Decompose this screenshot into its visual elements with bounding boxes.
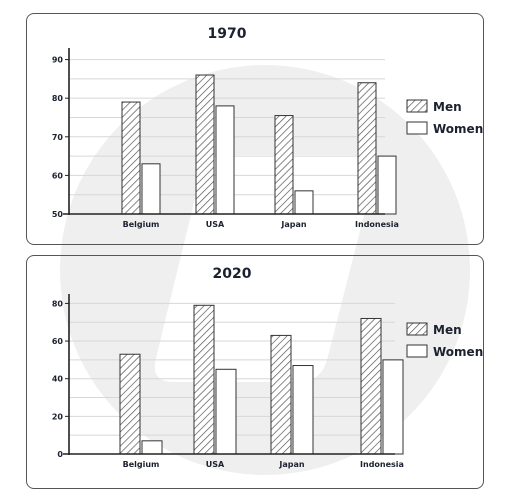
legend: Men Women xyxy=(406,322,483,359)
x-category-label: Belgium xyxy=(123,220,160,229)
y-tick-label: 50 xyxy=(52,210,64,219)
bar-japan-women xyxy=(294,190,314,215)
bar-indonesia-men xyxy=(357,82,377,215)
bar-indonesia-women xyxy=(382,359,404,455)
bar-usa-men xyxy=(195,74,215,215)
bar-belgium-men xyxy=(121,101,141,215)
y-tick-label: 40 xyxy=(52,375,64,384)
legend-label-women: Women xyxy=(433,122,483,136)
bar-indonesia-women xyxy=(377,155,397,215)
bar-usa-men xyxy=(193,304,215,455)
bar-japan-women xyxy=(292,365,314,455)
y-tick-label: 80 xyxy=(52,299,64,308)
x-category-label: Japan xyxy=(278,460,305,469)
legend-label-women: Women xyxy=(433,345,483,359)
legend-swatch-men xyxy=(406,99,428,113)
chart-1970: 1970 50 60 70 80 90 Belgium USA Japan Indonesia… xyxy=(52,26,483,229)
legend-label-men: Men xyxy=(433,323,462,337)
x-category-label: Indonesia xyxy=(360,460,404,469)
legend-label-men: Men xyxy=(433,100,462,114)
chart-title: 2020 xyxy=(213,266,252,282)
bar-indonesia-men xyxy=(360,317,382,455)
bar-belgium-women xyxy=(141,440,163,455)
x-category-label: Indonesia xyxy=(355,220,399,229)
y-tick-label: 20 xyxy=(52,412,64,421)
x-category-label: USA xyxy=(206,460,225,469)
bar-belgium-men xyxy=(119,353,141,455)
legend-swatch-women xyxy=(406,344,428,358)
bar-usa-women xyxy=(215,368,237,455)
bar-belgium-women xyxy=(141,163,161,215)
y-tick-label: 60 xyxy=(52,337,64,346)
y-tick-label: 90 xyxy=(52,56,64,65)
chart-panel-2020: 2020 0 20 40 60 80 Belgium USA Japan Indonesia … xyxy=(26,255,484,489)
y-tick-label: 0 xyxy=(57,450,63,459)
bar-japan-men xyxy=(270,334,292,455)
chart-title: 1970 xyxy=(208,26,247,42)
x-category-label: USA xyxy=(206,220,225,229)
bar-usa-women xyxy=(215,105,235,215)
legend: Men Women xyxy=(406,99,483,136)
x-category-label: Japan xyxy=(280,220,307,229)
y-tick-label: 80 xyxy=(52,94,64,103)
legend-swatch-women xyxy=(406,121,428,135)
legend-swatch-men xyxy=(406,322,428,336)
chart-panel-1970: 1970 50 60 70 80 90 Belgium USA Japan Indonesia… xyxy=(26,13,484,245)
y-tick-label: 60 xyxy=(52,171,64,180)
bar-japan-men xyxy=(274,115,294,215)
y-tick-label: 70 xyxy=(52,133,64,142)
x-category-label: Belgium xyxy=(123,460,160,469)
